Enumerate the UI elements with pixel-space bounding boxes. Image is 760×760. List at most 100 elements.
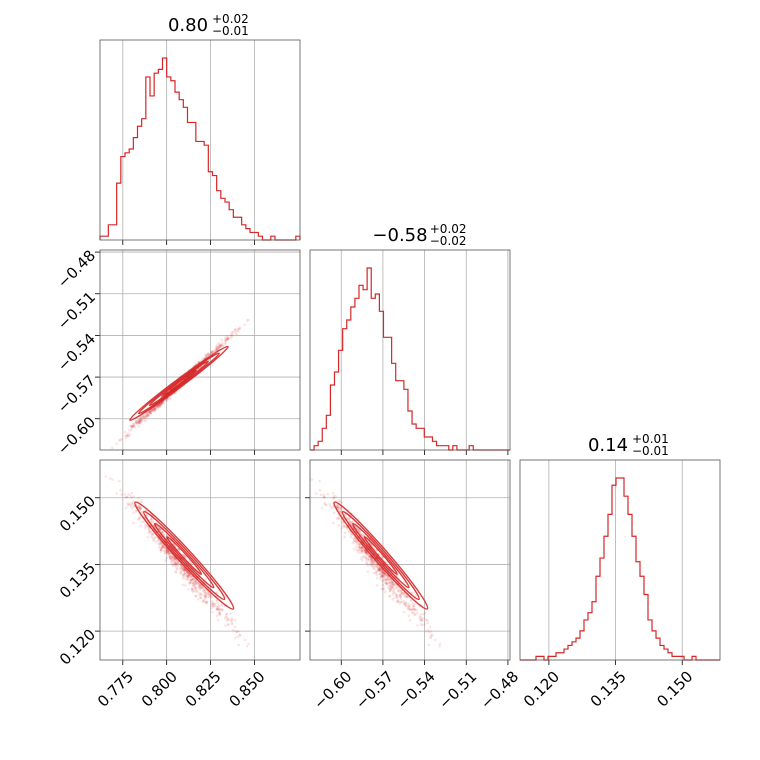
scatter-point — [130, 501, 133, 505]
scatter-point — [408, 618, 412, 622]
scatter-point — [188, 573, 191, 577]
scatter-point — [216, 343, 219, 347]
scatter-point — [188, 573, 192, 576]
scatter-point — [199, 584, 203, 588]
scatter-point — [379, 567, 382, 571]
scatter-point — [215, 591, 219, 595]
scatter-point — [407, 614, 411, 618]
scatter-point — [201, 586, 204, 590]
scatter-point — [396, 600, 400, 604]
scatter-point — [354, 540, 358, 543]
scatter-point — [418, 615, 421, 619]
scatter-point — [424, 630, 428, 633]
scatter-point — [173, 563, 177, 567]
scatter-point — [227, 337, 230, 341]
scatter-point — [381, 575, 385, 578]
scatter-point — [184, 568, 187, 572]
scatter-point — [368, 555, 371, 558]
scatter-point — [190, 575, 193, 578]
scatter-point — [182, 569, 186, 573]
scatter-point — [405, 594, 408, 598]
scatter-point — [229, 619, 233, 623]
scatter-point — [399, 595, 402, 599]
y-tick-label: −0.60 — [54, 413, 99, 458]
scatter-point — [215, 614, 219, 618]
scatter-point — [183, 567, 187, 571]
scatter-point — [139, 416, 143, 420]
scatter-point — [214, 347, 218, 351]
scatter-point — [168, 397, 172, 401]
scatter-point — [237, 330, 240, 333]
scatter-point — [160, 530, 164, 534]
scatter-point — [229, 611, 233, 615]
scatter-point — [125, 495, 129, 499]
scatter-point — [390, 586, 393, 589]
scatter-point — [190, 574, 193, 578]
scatter-point — [332, 491, 335, 495]
density-contour — [129, 345, 229, 421]
scatter-point — [176, 561, 180, 565]
scatter-point — [224, 338, 228, 342]
scatter-point — [404, 601, 407, 604]
scatter-point — [224, 624, 227, 627]
scatter-point — [187, 559, 191, 563]
scatter-point — [427, 643, 430, 647]
scatter-point — [354, 540, 358, 544]
scatter-point — [199, 592, 203, 596]
scatter-point — [206, 592, 210, 595]
scatter-point — [104, 475, 108, 478]
scatter-point — [164, 548, 168, 551]
scatter-point — [337, 506, 340, 509]
scatter-point — [148, 410, 152, 414]
scatter-point — [204, 600, 208, 604]
scatter-point — [158, 403, 161, 407]
scatter-point — [226, 336, 230, 340]
scatter-point — [224, 339, 227, 342]
scatter-point — [198, 584, 201, 587]
scatter-point — [361, 546, 364, 550]
scatter-point — [237, 643, 240, 647]
marginal-title: −0.58 — [372, 225, 427, 246]
scatter-point — [139, 507, 142, 510]
scatter-point — [124, 434, 127, 438]
scatter-point — [225, 612, 228, 616]
panel-background — [310, 460, 510, 660]
scatter-point — [191, 578, 195, 581]
scatter-point — [358, 530, 362, 534]
scatter-point — [357, 545, 361, 549]
scatter-point — [357, 546, 361, 550]
scatter-point — [397, 588, 400, 592]
scatter-point — [230, 334, 233, 338]
scatter-point — [214, 348, 218, 352]
scatter-point — [137, 419, 141, 422]
scatter-point — [387, 581, 390, 585]
scatter-point — [139, 417, 142, 420]
scatter-point — [127, 434, 131, 438]
scatter-point — [387, 578, 391, 581]
scatter-point — [396, 586, 399, 589]
scatter-point — [132, 422, 136, 426]
scatter-point — [120, 493, 123, 497]
scatter-point — [369, 557, 373, 561]
scatter-point — [160, 401, 164, 405]
scatter-point — [202, 590, 206, 594]
scatter-point — [353, 547, 356, 551]
scatter-point — [223, 336, 227, 340]
scatter-point — [245, 319, 249, 322]
scatter-point — [187, 572, 190, 575]
scatter-point — [399, 594, 403, 597]
x-tick-label: 0.825 — [182, 668, 225, 711]
scatter-point — [429, 635, 432, 639]
scatter-point — [181, 576, 185, 580]
scatter-point — [182, 567, 186, 570]
scatter-point — [186, 575, 190, 579]
scatter-point — [390, 580, 394, 584]
scatter-point — [151, 408, 154, 412]
scatter-point — [340, 500, 344, 504]
scatter-point — [332, 496, 335, 500]
scatter-point — [128, 433, 132, 437]
scatter-point — [146, 414, 150, 417]
scatter-point — [134, 421, 137, 424]
scatter-point — [118, 439, 121, 442]
scatter-point — [373, 565, 377, 569]
